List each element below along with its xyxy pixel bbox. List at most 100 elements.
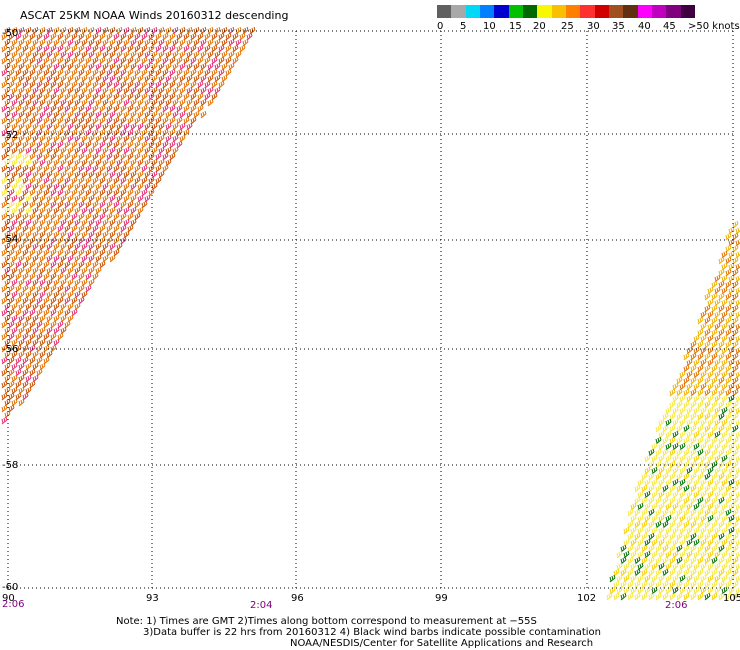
wind-barb [155, 128, 162, 137]
wind-barb [60, 146, 67, 155]
wind-barb [95, 62, 102, 71]
wind-barb [637, 502, 644, 511]
legend-swatch [508, 5, 523, 18]
wind-barb [158, 110, 165, 119]
wind-barb [172, 98, 179, 107]
wind-barb [25, 278, 32, 287]
wind-barb [39, 278, 46, 287]
wind-barb [686, 490, 693, 499]
wind-barb [183, 44, 190, 53]
wind-barb [39, 38, 46, 47]
wind-barb [711, 400, 718, 409]
wind-barb [127, 68, 134, 77]
wind-barb [620, 568, 627, 577]
wind-barb [648, 460, 655, 469]
wind-barb [29, 140, 36, 149]
wind-barb [123, 98, 130, 107]
wind-barb [130, 206, 137, 215]
wind-barb [672, 406, 679, 415]
wind-barb [15, 104, 22, 113]
wind-barb [630, 526, 637, 535]
wind-barb [627, 532, 634, 541]
wind-barb [693, 382, 700, 391]
wind-barb [78, 80, 85, 89]
wind-barb [728, 310, 735, 319]
wind-barb [683, 520, 690, 529]
wind-barb [127, 152, 134, 161]
wind-barb [85, 152, 92, 161]
wind-barb [50, 344, 57, 353]
wind-barb [1, 212, 8, 221]
pass-time-label: 2:06 [2, 599, 24, 610]
wind-barb [704, 412, 711, 421]
wind-barb [25, 230, 32, 239]
wind-barb [214, 26, 221, 35]
wind-barb [74, 182, 81, 191]
wind-barb [704, 568, 711, 577]
wind-barb [43, 164, 50, 173]
wind-barb [39, 206, 46, 215]
wind-barb [95, 98, 102, 107]
wind-barb [39, 146, 46, 155]
wind-barb [700, 562, 707, 571]
wind-barb [39, 302, 46, 311]
wind-barb [106, 224, 113, 233]
wind-barb [81, 230, 88, 239]
wind-barb [29, 284, 36, 293]
wind-barb [137, 170, 144, 179]
wind-barb [29, 260, 36, 269]
wind-barb [116, 86, 123, 95]
wind-barb [662, 472, 669, 481]
wind-barb [718, 388, 725, 397]
wind-barb [662, 412, 669, 421]
wind-barb [658, 490, 665, 499]
wind-barb [106, 80, 113, 89]
wind-barb [735, 227, 740, 235]
wind-barb [700, 550, 707, 559]
wind-barb [686, 454, 693, 463]
wind-barb [641, 544, 648, 553]
wind-barb [144, 122, 151, 131]
wind-barb [641, 472, 648, 481]
wind-barb [725, 580, 732, 589]
wind-barb [113, 68, 120, 77]
wind-barb [8, 68, 15, 77]
wind-barb [644, 538, 651, 547]
wind-barb [728, 586, 735, 595]
wind-barb [8, 296, 15, 305]
lon-label: 90 [2, 593, 15, 604]
wind-barb [651, 490, 658, 499]
wind-barb [732, 448, 739, 457]
wind-barb [644, 574, 651, 583]
wind-barb [50, 116, 57, 125]
wind-barb [92, 140, 99, 149]
wind-barb [18, 194, 25, 203]
wind-barb [176, 44, 183, 53]
wind-barb [179, 134, 186, 143]
wind-barb [130, 134, 137, 143]
wind-barb [718, 280, 725, 289]
wind-barb [39, 338, 46, 347]
wind-barb [728, 466, 735, 475]
wind-barb [669, 484, 676, 493]
wind-barb [162, 140, 169, 149]
wind-barb [707, 358, 714, 367]
wind-barb [707, 322, 714, 331]
wind-barb [57, 212, 64, 221]
wind-barb [655, 508, 662, 517]
wind-barb [151, 122, 158, 131]
wind-barb [686, 370, 693, 379]
wind-barb [228, 62, 235, 71]
wind-barb [15, 128, 22, 137]
wind-barb [8, 344, 15, 353]
wind-barb [85, 188, 92, 197]
wind-barb [658, 502, 665, 511]
legend-swatch [551, 5, 566, 18]
wind-barb [665, 442, 672, 451]
wind-barb [25, 218, 32, 227]
wind-barb [81, 134, 88, 143]
wind-barb [57, 116, 64, 125]
wind-barb [242, 38, 249, 47]
wind-barb [1, 368, 8, 377]
wind-barb [53, 266, 60, 275]
